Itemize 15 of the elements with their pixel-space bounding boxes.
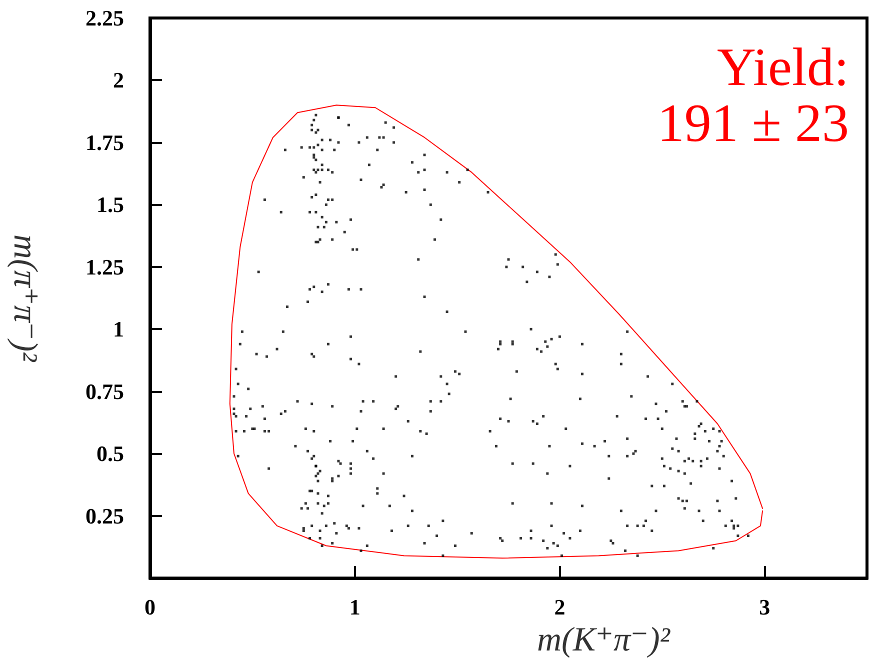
y-tick-label: 1.5	[96, 192, 124, 218]
y-tick-label: 1	[113, 316, 124, 342]
x-axis-title: m(K⁺π⁻)²	[537, 622, 671, 658]
x-tick-label: 2	[554, 594, 566, 620]
y-tick-label: 0.75	[86, 378, 124, 404]
y-tick-label: 2.25	[86, 6, 124, 30]
y-tick-label: 2	[113, 68, 124, 93]
y-axis-title: m(π⁺π⁻)²	[6, 234, 44, 363]
x-tick-label: 3	[759, 594, 770, 620]
y-tick-label: 0.25	[86, 503, 124, 528]
y-tick-label: 0.5	[96, 441, 124, 466]
x-tick-label: 0	[144, 594, 156, 620]
y-tick-label: 1.25	[86, 254, 124, 280]
x-tick-label: 1	[349, 594, 360, 620]
y-tick-label: 1.75	[86, 130, 124, 155]
